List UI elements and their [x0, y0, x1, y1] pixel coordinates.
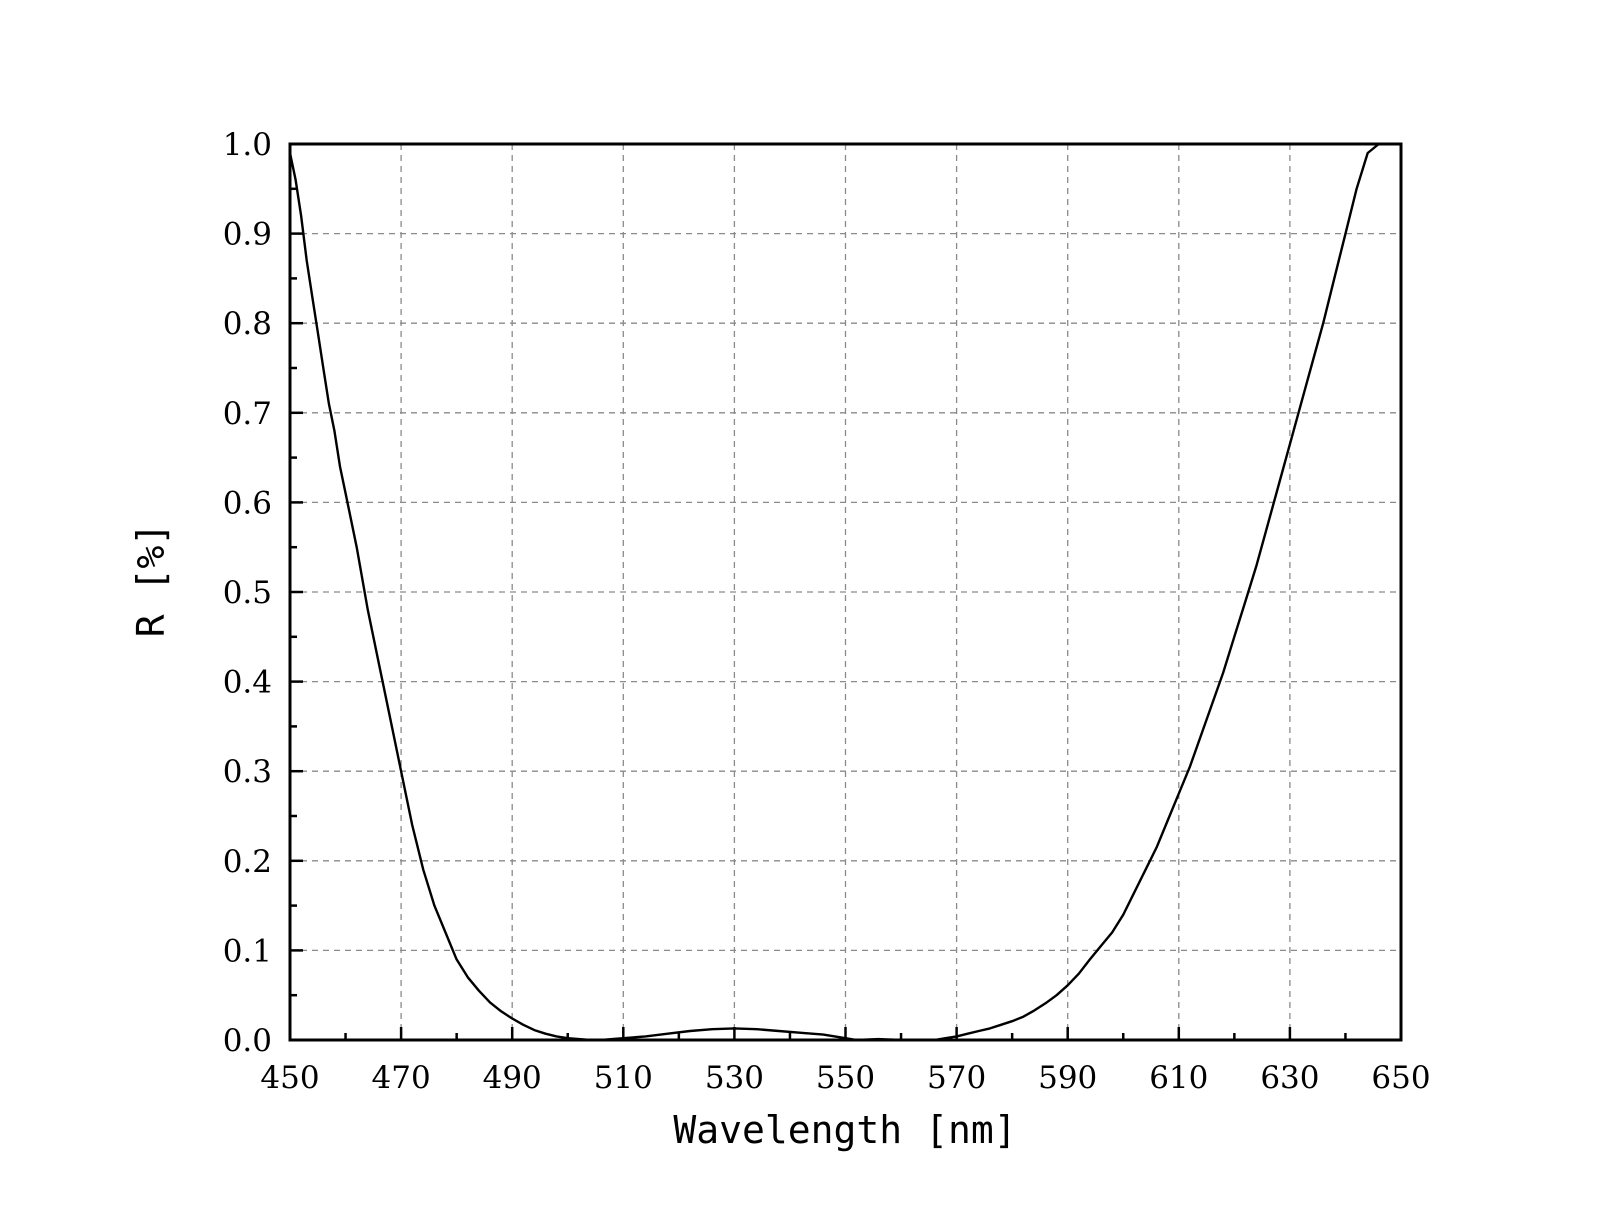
x-tick-labels: 450 470 490 510 530 550 570 590 610 630 650 — [260, 1060, 1430, 1096]
y-tick-label: 0.9 — [223, 217, 272, 253]
x-tick-label: 530 — [705, 1060, 764, 1096]
x-tick-label: 650 — [1371, 1060, 1430, 1096]
y-tick-label: 0.0 — [223, 1023, 272, 1059]
y-tick-label: 0.2 — [223, 844, 272, 880]
x-axis-title: Wavelength [nm] — [673, 1108, 1016, 1152]
x-tick-label: 570 — [927, 1060, 986, 1096]
x-tick-label: 630 — [1260, 1060, 1319, 1096]
y-tick-label: 0.8 — [223, 306, 272, 342]
x-tick-label: 510 — [594, 1060, 653, 1096]
y-tick-label: 0.7 — [223, 396, 272, 432]
grid-lines — [290, 144, 1401, 1040]
x-tick-label: 550 — [816, 1060, 875, 1096]
y-tick-labels: 0.0 0.1 0.2 0.3 0.4 0.5 0.6 0.7 0.8 0.9 1.0 — [223, 127, 272, 1059]
y-tick-label: 0.4 — [223, 665, 272, 701]
x-tick-label: 470 — [372, 1060, 431, 1096]
x-tick-label: 490 — [483, 1060, 542, 1096]
plot-frame — [288, 142, 1403, 1042]
y-tick-label: 1.0 — [223, 127, 272, 163]
x-tick-label: 450 — [260, 1060, 319, 1096]
x-tick-label: 610 — [1149, 1060, 1208, 1096]
y-tick-label: 0.3 — [223, 754, 272, 790]
y-tick-label: 0.5 — [223, 575, 272, 611]
y-tick-label: 0.6 — [223, 485, 272, 521]
y-axis-title: R [%] — [129, 523, 173, 637]
x-tick-label: 590 — [1038, 1060, 1097, 1096]
y-tick-label: 0.1 — [223, 933, 272, 969]
